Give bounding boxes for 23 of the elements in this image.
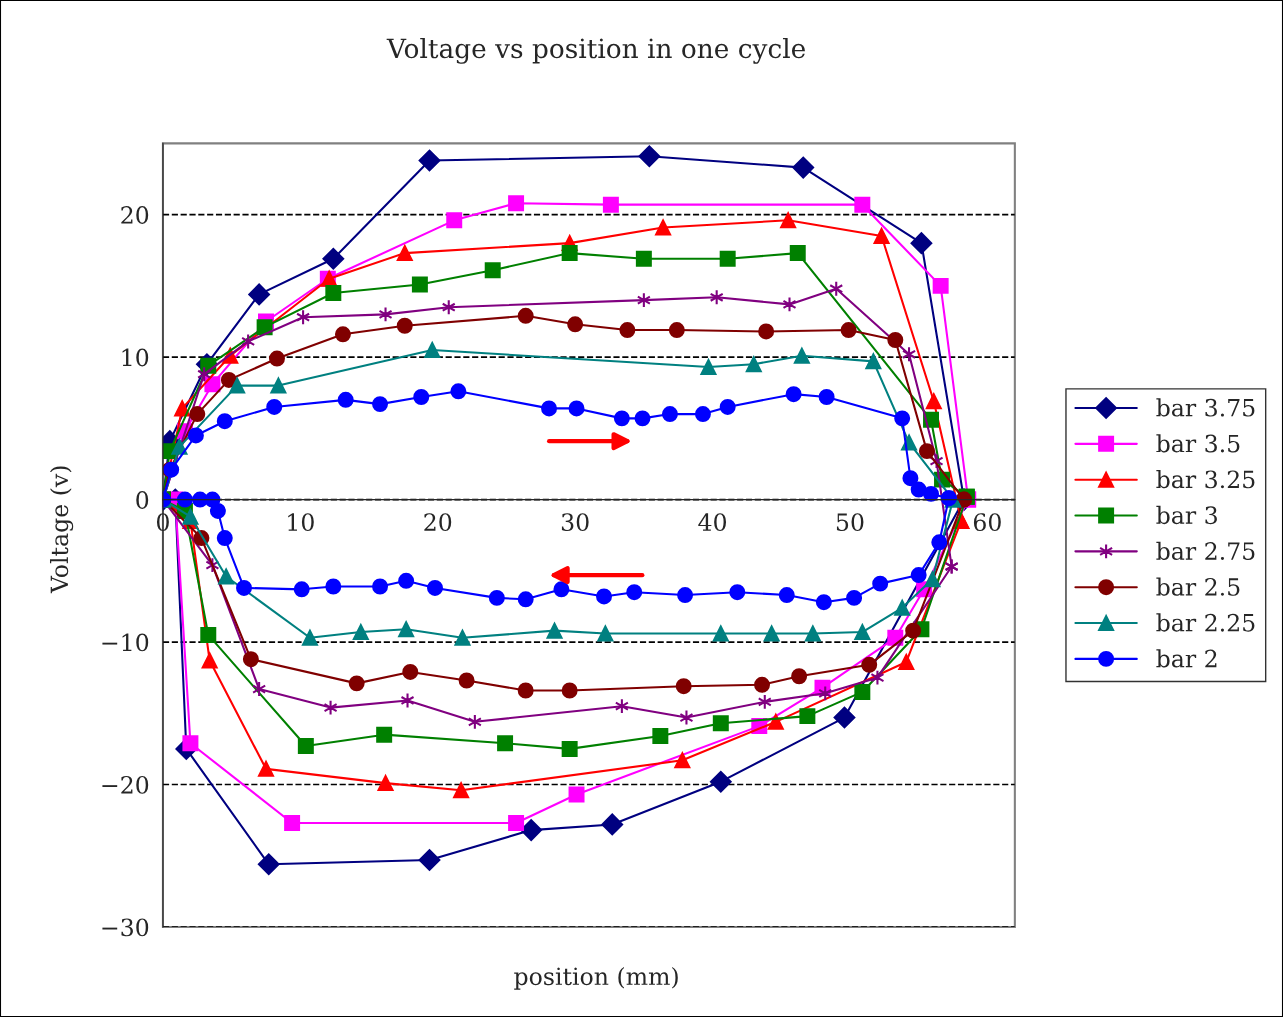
- x-axis-title: position (mm): [514, 966, 678, 990]
- legend-label: bar 2.75: [1156, 541, 1255, 560]
- legend-label: bar 3.75: [1156, 398, 1255, 417]
- y-tick-label: −30: [102, 918, 149, 937]
- x-tick-label: 20: [424, 513, 452, 532]
- y-tick-label: 0: [136, 491, 149, 509]
- x-tick-label: 50: [836, 513, 864, 532]
- y-tick-label: 10: [122, 348, 149, 367]
- x-tick-label: 30: [561, 513, 589, 532]
- legend-label: bar 3.5: [1156, 434, 1240, 453]
- legend-label: bar 2.5: [1156, 577, 1240, 596]
- legend-label: bar 2.25: [1156, 613, 1255, 632]
- y-tick-label: 20: [121, 206, 149, 224]
- legend-label: bar 3: [1156, 505, 1217, 525]
- x-tick-label: 60: [973, 513, 1001, 532]
- legend-label: bar 3.25: [1156, 470, 1255, 489]
- legend-label: bar 2: [1156, 649, 1217, 668]
- x-tick-label: 10: [288, 513, 314, 532]
- chart-title: Voltage vs position in one cycle: [386, 37, 805, 64]
- y-axis-title: Voltage (v): [49, 466, 74, 594]
- y-tick-label: −20: [102, 775, 149, 794]
- y-tick-label: −10: [102, 633, 149, 652]
- x-tick-label: 40: [698, 513, 727, 532]
